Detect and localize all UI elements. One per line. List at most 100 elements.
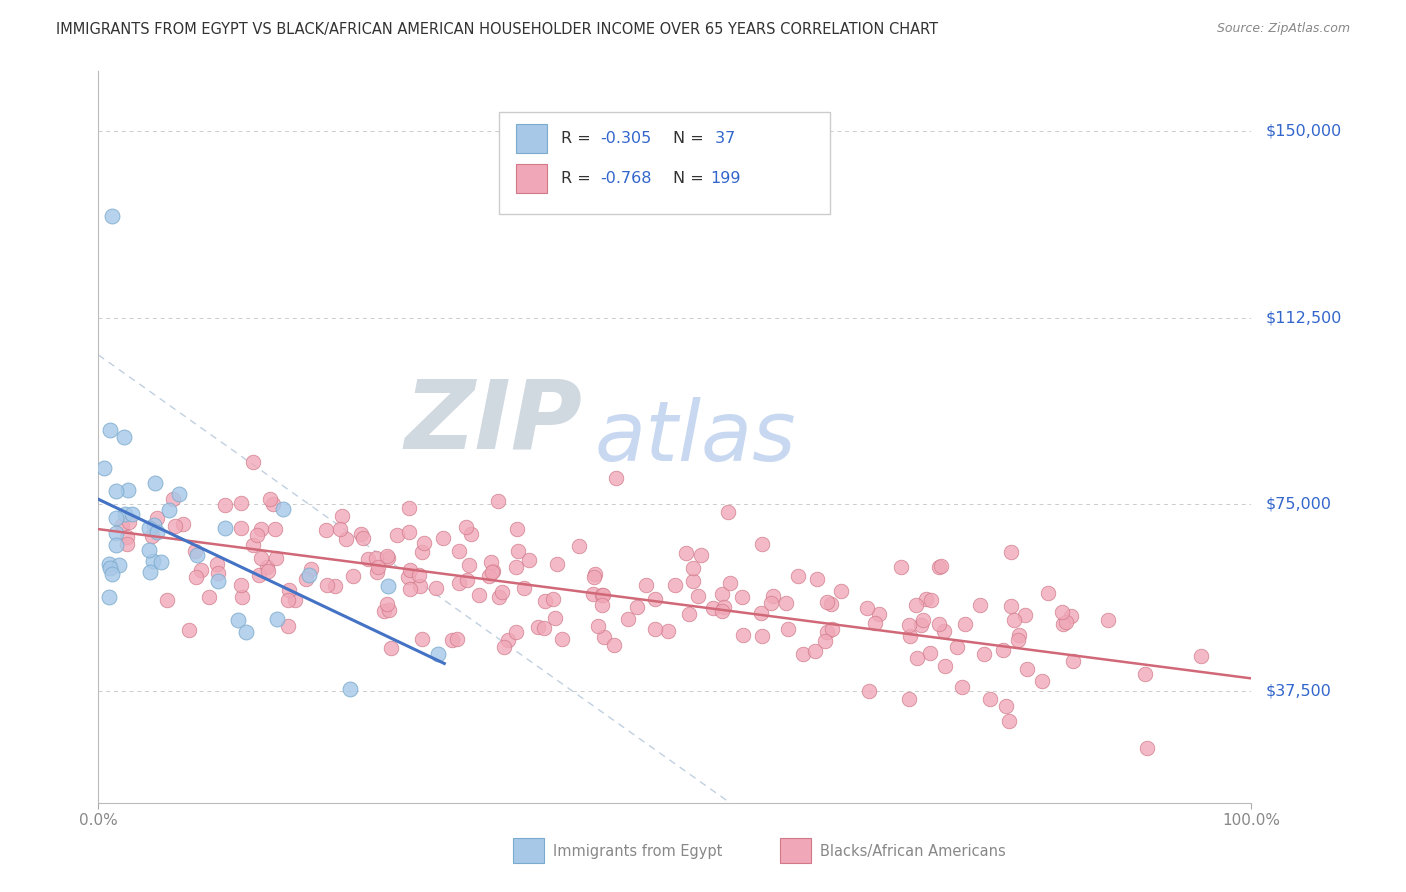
Point	[399, 563, 422, 577]
Point	[481, 565, 503, 579]
Point	[898, 617, 921, 632]
Text: IMMIGRANTS FROM EGYPT VS BLACK/AFRICAN AMERICAN HOUSEHOLDER INCOME OVER 65 YEARS: IMMIGRANTS FROM EGYPT VS BLACK/AFRICAN A…	[56, 22, 938, 37]
Point	[101, 209, 124, 223]
Point	[1135, 666, 1157, 681]
Point	[231, 590, 253, 604]
Point	[411, 632, 433, 646]
Point	[682, 561, 704, 575]
Point	[551, 632, 574, 646]
Point	[373, 604, 395, 618]
Point	[112, 430, 135, 444]
Point	[264, 551, 287, 566]
Point	[910, 617, 932, 632]
Point	[409, 578, 432, 592]
Point	[432, 531, 454, 545]
Point	[398, 501, 420, 516]
Point	[117, 483, 139, 497]
Point	[898, 629, 921, 643]
Point	[98, 423, 121, 437]
Point	[546, 558, 568, 572]
Point	[544, 611, 567, 625]
Point	[246, 528, 269, 542]
Point	[271, 502, 294, 516]
Point	[815, 595, 838, 609]
Point	[242, 455, 264, 469]
Point	[257, 564, 280, 578]
Point	[868, 607, 890, 621]
Point	[162, 492, 184, 507]
Text: N =: N =	[673, 131, 710, 145]
Point	[315, 578, 337, 592]
Point	[250, 522, 273, 536]
Point	[920, 646, 942, 660]
Point	[583, 566, 606, 581]
Point	[146, 511, 169, 525]
Point	[1060, 608, 1083, 623]
Point	[686, 589, 709, 603]
Point	[946, 640, 969, 655]
Point	[1031, 674, 1053, 689]
Point	[582, 587, 605, 601]
Point	[932, 624, 955, 638]
Point	[1062, 654, 1084, 668]
Point	[357, 552, 380, 566]
Point	[105, 525, 128, 540]
Point	[349, 527, 371, 541]
Point	[335, 532, 357, 546]
Point	[517, 553, 540, 567]
Point	[250, 551, 273, 566]
Text: R =: R =	[561, 131, 596, 145]
Point	[186, 570, 208, 584]
Point	[1017, 662, 1039, 676]
Point	[1189, 649, 1212, 664]
Point	[803, 644, 825, 658]
Point	[157, 502, 180, 516]
Point	[664, 577, 686, 591]
Point	[505, 560, 527, 574]
Point	[262, 497, 284, 511]
Point	[294, 572, 316, 586]
Point	[634, 578, 657, 592]
Point	[229, 521, 252, 535]
Point	[775, 596, 797, 610]
Point	[214, 499, 236, 513]
Point	[447, 544, 470, 558]
Point	[141, 529, 163, 543]
Point	[107, 558, 129, 572]
Point	[506, 521, 529, 535]
Point	[93, 461, 115, 475]
Point	[1007, 632, 1029, 647]
Point	[858, 683, 880, 698]
Point	[441, 633, 464, 648]
Text: -0.768: -0.768	[600, 171, 652, 186]
Point	[950, 680, 973, 694]
Point	[186, 549, 208, 563]
Point	[582, 570, 605, 584]
Point	[543, 592, 565, 607]
Point	[277, 592, 299, 607]
Point	[657, 624, 679, 639]
Point	[778, 622, 800, 636]
Point	[101, 566, 124, 581]
Point	[586, 618, 609, 632]
Point	[456, 574, 478, 588]
Point	[605, 471, 627, 485]
Point	[786, 569, 808, 583]
Point	[792, 647, 814, 661]
Point	[592, 588, 614, 602]
Point	[491, 585, 513, 599]
Point	[105, 539, 128, 553]
Point	[751, 629, 773, 643]
Point	[396, 569, 419, 583]
Point	[1008, 628, 1031, 642]
Point	[398, 524, 420, 539]
Point	[1036, 585, 1059, 599]
Point	[492, 640, 515, 655]
Point	[911, 613, 934, 627]
Point	[447, 575, 470, 590]
Point	[1000, 544, 1022, 558]
Point	[1014, 607, 1036, 622]
Point	[991, 642, 1014, 657]
Point	[928, 560, 950, 574]
Point	[97, 590, 120, 604]
